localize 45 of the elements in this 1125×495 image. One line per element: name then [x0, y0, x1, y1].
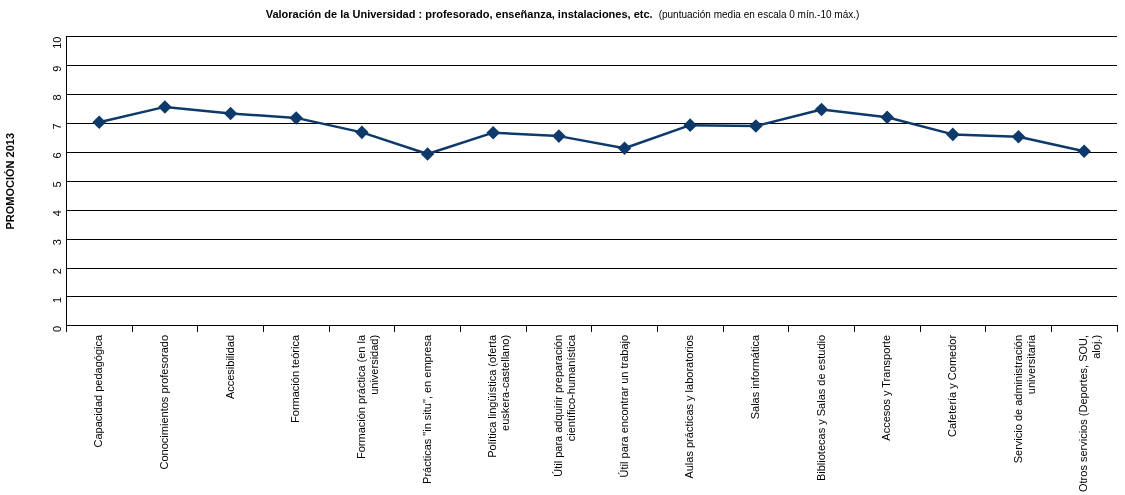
x-tick-label: Útil para encontrar un trabajo	[617, 334, 630, 478]
y-tick-label: 10	[51, 36, 64, 49]
x-tick-label: Accesos y Transporte	[880, 334, 893, 441]
x-tick-label: Accesibilidad	[223, 334, 236, 400]
point	[224, 107, 237, 120]
point	[815, 103, 828, 116]
point	[683, 118, 697, 132]
point	[486, 126, 500, 139]
chart-subtitle: (puntuación media en escala 0 mín.-10 máx.)	[658, 9, 860, 20]
y-tick-label: 6	[51, 152, 64, 159]
point	[421, 147, 434, 161]
x-tick-label: Formación práctica (en la universidad)	[354, 334, 381, 460]
point	[552, 129, 566, 143]
y-tick-label: 3	[51, 239, 64, 246]
point	[618, 142, 631, 155]
point	[289, 111, 303, 125]
y-tick-label: 8	[51, 94, 64, 101]
y-tick-label: 7	[51, 123, 64, 130]
point	[946, 128, 960, 141]
x-tick-label: Salas informática	[748, 334, 761, 420]
y-tick-label: 4	[51, 210, 64, 217]
point	[92, 115, 106, 129]
y-tick-label: 9	[51, 65, 64, 72]
x-tick-label: Cafetería y Comedor	[945, 334, 958, 438]
x-tick-label: Otros servicios (Deportes, SOU, aloj.)	[1077, 334, 1103, 492]
x-tick-label: Prácticas "in situ", en empresa	[420, 334, 433, 484]
y-axis-title: PROMOCIÓN 2013	[3, 132, 16, 230]
x-tick-label: Conocimientos profesorado	[157, 334, 170, 470]
x-tick-label: Política lingüística (oferta euskera-castellano)	[486, 334, 512, 458]
point	[749, 119, 763, 133]
y-tick-label: 0	[51, 325, 64, 333]
y-tick-label: 5	[51, 181, 64, 188]
x-tick-label: Formación teórica	[289, 334, 302, 423]
x-tick-label: Capacidad pedagógica	[92, 334, 105, 448]
x-tick-label: Bibliotecas y Salas de estudio	[814, 334, 827, 482]
point	[158, 100, 172, 114]
chart-title: Valoración de la Universidad : profesorado, enseñanza, instalaciones, etc.	[265, 8, 653, 20]
y-tick-label: 2	[51, 268, 64, 275]
x-tick-label: Servicio de administración universitaria	[1011, 334, 1037, 464]
point	[1012, 130, 1025, 143]
point	[355, 126, 369, 139]
x-tick-label: Aulas prácticas y laboratorios	[683, 334, 696, 479]
point	[1077, 144, 1091, 158]
point	[880, 111, 894, 124]
y-tick-label: 1	[51, 296, 64, 304]
